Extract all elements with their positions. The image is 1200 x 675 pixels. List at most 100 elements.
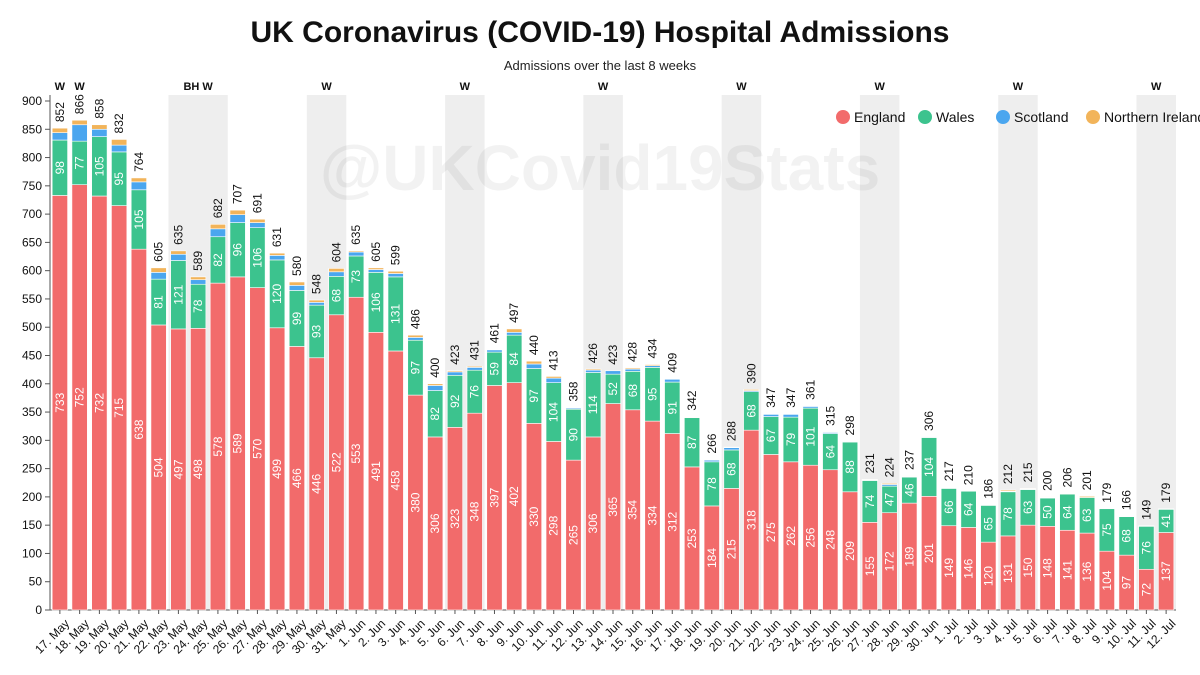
segment-value-label: 81 bbox=[152, 295, 166, 309]
y-tick-label: 600 bbox=[22, 264, 42, 278]
bar-segment-scotland bbox=[782, 414, 799, 418]
bar-total-label: 599 bbox=[389, 245, 403, 265]
segment-value-label: 68 bbox=[725, 462, 739, 476]
bar-segment-northern-ireland bbox=[209, 223, 226, 230]
y-tick-label: 850 bbox=[22, 122, 42, 136]
segment-value-label: 504 bbox=[152, 457, 166, 477]
bar-segment-northern-ireland bbox=[71, 119, 88, 126]
segment-value-label: 570 bbox=[250, 438, 264, 458]
segment-value-label: 120 bbox=[981, 566, 995, 586]
segment-value-label: 298 bbox=[547, 515, 561, 535]
bar-segment-northern-ireland bbox=[308, 299, 325, 303]
chart-title: UK Coronavirus (COVID-19) Hospital Admis… bbox=[250, 16, 950, 49]
y-tick-label: 0 bbox=[35, 603, 42, 617]
segment-value-label: 78 bbox=[1001, 507, 1015, 521]
segment-value-label: 201 bbox=[922, 543, 936, 563]
bar-segment-wales bbox=[960, 490, 977, 528]
bar-total-label: 186 bbox=[981, 478, 995, 498]
bar-segment-scotland bbox=[269, 255, 286, 261]
weekend-label: W bbox=[736, 81, 747, 93]
bar-total-label: 604 bbox=[329, 242, 343, 262]
bar-total-label: 548 bbox=[310, 274, 324, 294]
segment-value-label: 99 bbox=[290, 311, 304, 325]
bar-segment-northern-ireland bbox=[407, 334, 424, 338]
bar-segment-scotland bbox=[387, 273, 404, 278]
bar-segment-scotland bbox=[486, 349, 503, 353]
bar-segment-scotland bbox=[130, 181, 147, 191]
weekend-label: W bbox=[598, 81, 609, 93]
bar-total-label: 631 bbox=[270, 227, 284, 247]
segment-value-label: 497 bbox=[171, 459, 185, 479]
bar-segment-scotland bbox=[466, 367, 483, 371]
bar-total-label: 212 bbox=[1001, 464, 1015, 484]
bar-total-label: 288 bbox=[725, 421, 739, 441]
bar-total-label: 179 bbox=[1100, 482, 1114, 502]
segment-value-label: 64 bbox=[1060, 505, 1074, 519]
segment-value-label: 72 bbox=[1139, 583, 1153, 597]
segment-value-label: 77 bbox=[73, 156, 87, 170]
segment-value-label: 97 bbox=[408, 361, 422, 375]
segment-value-label: 95 bbox=[646, 387, 660, 401]
bar-total-label: 605 bbox=[152, 241, 166, 261]
bar-segment-scotland bbox=[249, 222, 266, 228]
weekend-label: W bbox=[74, 81, 85, 93]
bar-segment-northern-ireland bbox=[249, 218, 266, 223]
bar-segment-northern-ireland bbox=[1039, 496, 1056, 498]
segment-value-label: 397 bbox=[487, 487, 501, 507]
bar-segment-scotland bbox=[506, 332, 523, 336]
segment-value-label: 256 bbox=[804, 527, 818, 547]
y-tick-label: 450 bbox=[22, 349, 42, 363]
segment-value-label: 78 bbox=[705, 477, 719, 491]
segment-value-label: 330 bbox=[527, 506, 541, 526]
segment-value-label: 95 bbox=[112, 172, 126, 186]
bar-segment-northern-ireland bbox=[91, 124, 108, 130]
bar-total-label: 423 bbox=[606, 344, 620, 364]
bar-segment-northern-ireland bbox=[348, 250, 365, 253]
segment-value-label: 275 bbox=[764, 522, 778, 542]
bar-segment-northern-ireland bbox=[940, 486, 957, 489]
bar-segment-northern-ireland bbox=[1079, 496, 1096, 498]
bar-segment-northern-ireland bbox=[1019, 488, 1036, 490]
y-tick-label: 250 bbox=[22, 462, 42, 476]
bar-segment-northern-ireland bbox=[782, 413, 799, 415]
y-tick-label: 400 bbox=[22, 377, 42, 391]
bar-total-label: 361 bbox=[804, 379, 818, 399]
bar-segment-northern-ireland bbox=[664, 378, 681, 380]
bar-segment-northern-ireland bbox=[703, 459, 720, 461]
bar-total-label: 315 bbox=[823, 406, 837, 426]
segment-value-label: 522 bbox=[329, 452, 343, 472]
bar-total-label: 179 bbox=[1159, 482, 1173, 502]
bar-total-label: 347 bbox=[784, 387, 798, 407]
bar-segment-northern-ireland bbox=[446, 370, 463, 373]
bar-segment-northern-ireland bbox=[881, 483, 898, 485]
bar-segment-scotland bbox=[229, 214, 246, 223]
segment-value-label: 348 bbox=[468, 501, 482, 521]
segment-value-label: 64 bbox=[962, 502, 976, 516]
y-tick-label: 200 bbox=[22, 490, 42, 504]
segment-value-label: 131 bbox=[389, 304, 403, 324]
bar-total-label: 852 bbox=[53, 102, 67, 122]
bar-total-label: 434 bbox=[646, 338, 660, 358]
segment-value-label: 209 bbox=[843, 541, 857, 561]
bar-segment-northern-ireland bbox=[130, 177, 147, 183]
bar-segment-scotland bbox=[288, 285, 305, 291]
bar-segment-northern-ireland bbox=[1059, 493, 1076, 495]
segment-value-label: 63 bbox=[1021, 500, 1035, 514]
bar-total-label: 342 bbox=[685, 390, 699, 410]
segment-value-label: 68 bbox=[626, 384, 640, 398]
weekend-label: W bbox=[1151, 81, 1162, 93]
y-tick-label: 700 bbox=[22, 207, 42, 221]
segment-value-label: 172 bbox=[883, 551, 897, 571]
bar-total-label: 201 bbox=[1080, 470, 1094, 490]
bar-segment-northern-ireland bbox=[1158, 508, 1175, 510]
segment-value-label: 76 bbox=[1139, 541, 1153, 555]
bar-segment-scotland bbox=[328, 271, 345, 277]
bar-total-label: 832 bbox=[112, 113, 126, 133]
bar-total-label: 605 bbox=[369, 241, 383, 261]
weekend-label: W bbox=[874, 81, 885, 93]
segment-value-label: 63 bbox=[1080, 508, 1094, 522]
segment-value-label: 88 bbox=[843, 460, 857, 474]
bar-segment-northern-ireland bbox=[545, 376, 562, 379]
segment-value-label: 215 bbox=[725, 539, 739, 559]
